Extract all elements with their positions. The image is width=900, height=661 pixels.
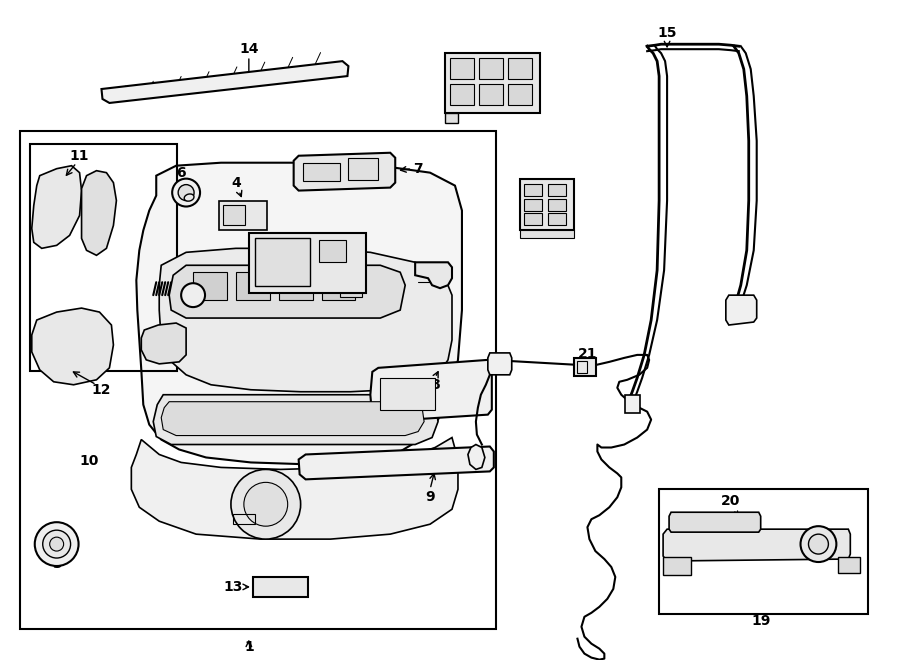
Bar	[321, 272, 356, 300]
Bar	[302, 163, 340, 180]
Text: 12: 12	[92, 383, 112, 397]
Bar	[659, 489, 868, 614]
Bar	[223, 204, 245, 225]
Text: 10: 10	[80, 455, 99, 469]
Text: 19: 19	[751, 614, 770, 628]
Text: 3: 3	[52, 557, 61, 571]
Polygon shape	[663, 529, 850, 561]
Text: 4: 4	[231, 176, 241, 190]
Bar	[479, 84, 503, 105]
Bar	[508, 58, 532, 79]
Bar	[519, 231, 574, 239]
Bar	[279, 272, 312, 300]
Text: 13: 13	[223, 580, 243, 594]
Polygon shape	[141, 323, 186, 364]
Polygon shape	[131, 438, 458, 539]
Polygon shape	[159, 249, 452, 392]
Bar	[508, 84, 532, 105]
Bar	[547, 214, 565, 225]
Text: 1: 1	[244, 640, 254, 654]
Text: 8: 8	[430, 378, 440, 392]
Polygon shape	[161, 402, 424, 436]
Text: 20: 20	[721, 494, 741, 508]
Polygon shape	[669, 512, 760, 532]
Bar	[479, 58, 503, 79]
Bar	[547, 198, 565, 210]
Circle shape	[244, 483, 288, 526]
Text: 17: 17	[498, 69, 518, 83]
Bar	[233, 514, 255, 524]
Bar	[219, 200, 266, 231]
Circle shape	[42, 530, 70, 558]
Bar	[319, 241, 346, 262]
Circle shape	[172, 178, 200, 206]
Bar	[348, 158, 378, 180]
Polygon shape	[445, 113, 458, 123]
Polygon shape	[293, 153, 395, 190]
Circle shape	[35, 522, 78, 566]
Bar	[340, 282, 363, 297]
Bar	[524, 198, 542, 210]
Polygon shape	[370, 360, 491, 422]
Bar	[30, 144, 177, 371]
Text: 9: 9	[426, 490, 435, 504]
Text: 2: 2	[430, 265, 440, 279]
Text: 15: 15	[657, 26, 677, 40]
Bar	[578, 361, 588, 373]
Bar	[663, 557, 691, 575]
Bar	[524, 214, 542, 225]
Text: 18: 18	[542, 196, 562, 210]
Bar	[248, 233, 366, 293]
Text: 5: 5	[218, 283, 228, 297]
Polygon shape	[32, 308, 113, 385]
Bar	[839, 557, 860, 573]
Polygon shape	[299, 447, 494, 479]
Circle shape	[181, 283, 205, 307]
Bar	[381, 378, 435, 410]
Circle shape	[800, 526, 836, 562]
Bar	[524, 184, 542, 196]
Text: 6: 6	[176, 166, 186, 180]
Polygon shape	[468, 444, 485, 469]
Bar	[450, 84, 474, 105]
Circle shape	[808, 534, 828, 554]
Bar	[626, 395, 640, 412]
Bar	[236, 272, 270, 300]
Circle shape	[50, 537, 64, 551]
Polygon shape	[169, 265, 405, 318]
Bar	[255, 239, 310, 286]
Polygon shape	[136, 163, 462, 465]
Circle shape	[231, 469, 301, 539]
Polygon shape	[725, 295, 757, 325]
Bar	[253, 577, 308, 597]
Bar	[574, 358, 597, 376]
Polygon shape	[488, 353, 512, 375]
Polygon shape	[415, 262, 452, 288]
Text: 14: 14	[239, 42, 258, 56]
Circle shape	[178, 184, 194, 200]
Polygon shape	[32, 166, 82, 249]
Text: 11: 11	[70, 149, 89, 163]
Bar	[445, 53, 540, 113]
Bar	[519, 178, 574, 231]
Bar	[547, 184, 565, 196]
Polygon shape	[102, 61, 348, 103]
Text: 16: 16	[323, 241, 342, 255]
Text: 21: 21	[578, 347, 598, 361]
Polygon shape	[82, 171, 116, 255]
Bar	[194, 272, 227, 300]
Polygon shape	[153, 395, 438, 444]
Ellipse shape	[184, 194, 194, 201]
Bar	[450, 58, 474, 79]
Text: 7: 7	[413, 162, 423, 176]
Bar	[20, 131, 496, 629]
